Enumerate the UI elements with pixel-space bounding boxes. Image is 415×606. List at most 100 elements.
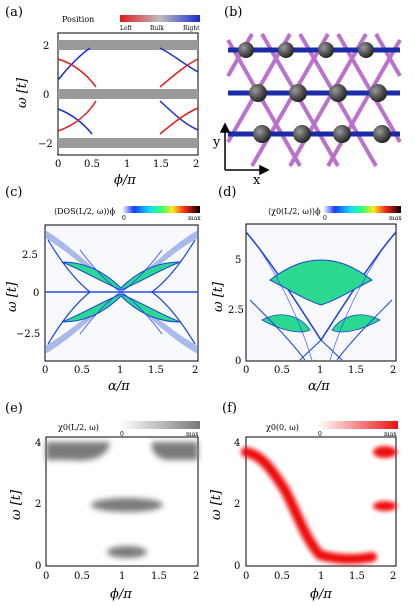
panel-e-title: χ0(L/2, ω) xyxy=(58,423,99,432)
ytick: 0 xyxy=(234,561,240,572)
position-colorbar xyxy=(120,15,200,22)
panel-f-frame xyxy=(245,436,397,567)
ytick: 4 xyxy=(234,438,240,449)
ytick: 4 xyxy=(35,438,41,449)
panel-a: (a) Position Left Bulk Right 2 0 −2 0 0.… xyxy=(5,5,200,188)
cbar-max: max xyxy=(188,215,201,222)
xtick: 1 xyxy=(119,571,125,582)
xtick: 1.5 xyxy=(148,365,164,376)
cbar-max: max xyxy=(186,431,199,438)
xtick: 0.5 xyxy=(84,159,100,170)
panel-b: (b) xyxy=(212,5,402,188)
legend-bulk: Bulk xyxy=(150,25,164,32)
axis-y-label: y xyxy=(212,135,221,150)
xtick: 0 xyxy=(243,571,249,582)
panel-e: (e) χ0(L/2, ω) 0 max 4 2 0 0 0.5 1 1.5 2… xyxy=(5,401,200,602)
ytick: 0 xyxy=(33,288,39,299)
y-axis-label: ω [t] xyxy=(211,281,226,312)
xtick: 0 xyxy=(243,365,249,376)
edge-state-right xyxy=(57,108,93,135)
ytick: −2.5 xyxy=(16,329,40,340)
xtick: 1.5 xyxy=(151,571,167,582)
axis-x-label: x xyxy=(253,173,261,188)
gray-colorbar xyxy=(120,421,200,429)
xtick: 2 xyxy=(390,571,396,582)
xtick: 2 xyxy=(193,571,199,582)
ytick: 2.5 xyxy=(228,305,244,316)
panel-d-label: (d) xyxy=(218,185,236,200)
x-axis-label: α/π xyxy=(308,379,330,394)
x-axis-label: ϕ/π xyxy=(114,173,136,188)
red-spectral-features xyxy=(241,446,397,565)
cbar-min: 0 xyxy=(120,431,124,438)
ytick: 2 xyxy=(35,499,41,510)
legend-right: Right xyxy=(183,25,200,32)
ytick: 0 xyxy=(35,561,41,572)
cbar-min: 0 xyxy=(323,215,327,222)
ytick: 2 xyxy=(234,499,240,510)
ytick: 2.5 xyxy=(22,250,38,261)
legend-left: Left xyxy=(120,25,133,32)
bulk-band-bottom xyxy=(58,138,198,148)
legend-title: Position xyxy=(62,15,94,24)
panel-f-title: χ0(0, ω) xyxy=(266,423,299,432)
jet-colorbar xyxy=(122,206,200,213)
chi-spectrum xyxy=(245,231,397,361)
butterfly-spectrum xyxy=(45,230,198,354)
xtick: 0.5 xyxy=(74,365,90,376)
cbar-max: max xyxy=(389,215,402,222)
xtick: 0 xyxy=(55,159,61,170)
panel-a-label: (a) xyxy=(5,5,23,20)
ytick: 0 xyxy=(235,356,241,367)
xtick: 1.5 xyxy=(153,159,169,170)
axes-arrows xyxy=(219,122,270,176)
xtick: 1.5 xyxy=(349,571,365,582)
panel-c-title: ⟨DOS(L/2, ω)⟩ϕ xyxy=(54,207,116,216)
edge-state-left xyxy=(159,107,199,135)
xtick: 0.5 xyxy=(74,571,90,582)
edge-state-right xyxy=(159,47,199,73)
cbar-max: max xyxy=(384,431,397,438)
red-colorbar xyxy=(318,421,398,429)
xtick: 1.5 xyxy=(348,365,364,376)
xtick: 2 xyxy=(390,365,396,376)
edge-state-left xyxy=(159,58,199,88)
ytick: 5 xyxy=(235,255,241,266)
xtick: 0 xyxy=(42,365,48,376)
edge-state-left xyxy=(57,58,97,88)
panel-f-label: (f) xyxy=(222,401,237,416)
xtick: 1 xyxy=(117,365,123,376)
xtick: 2 xyxy=(193,159,199,170)
jet-colorbar xyxy=(323,206,401,213)
ytick: −2 xyxy=(38,139,53,150)
panel-e-label: (e) xyxy=(5,401,23,416)
xtick: 2 xyxy=(192,365,198,376)
panel-d-title: ⟨χ0(L/2, ω)⟩ϕ xyxy=(268,207,321,216)
edge-state-left xyxy=(57,100,97,132)
edge-state-right xyxy=(57,47,91,81)
bulk-band-mid xyxy=(58,89,198,99)
x-axis-label: ϕ/π xyxy=(110,587,132,602)
panel-d: (d) ⟨χ0(L/2, ω)⟩ϕ 0 max 5 2.5 0 0 0.5 1 … xyxy=(211,185,402,394)
xtick: 0.5 xyxy=(274,571,290,582)
y-axis-label: ω [t] xyxy=(15,77,30,108)
y-axis-label: ω [t] xyxy=(5,281,20,312)
xtick: 1 xyxy=(318,571,324,582)
y-axis-label: ω [t] xyxy=(9,489,24,520)
xtick: 1 xyxy=(124,159,130,170)
cbar-min: 0 xyxy=(122,215,126,222)
panel-c-label: (c) xyxy=(5,185,22,200)
lattice-illustration xyxy=(226,32,402,167)
edge-state-right xyxy=(159,100,199,131)
xtick: 0 xyxy=(43,571,49,582)
x-axis-label: α/π xyxy=(108,379,130,394)
x-axis-label: ϕ/π xyxy=(310,587,332,602)
ytick: 2 xyxy=(43,41,49,52)
panel-c: (c) ⟨DOS(L/2, ω)⟩ϕ 0 max 2.5 0 −2.5 0 0.… xyxy=(5,185,201,394)
xtick: 1 xyxy=(317,365,323,376)
bulk-band-top xyxy=(58,40,198,50)
cbar-min: 0 xyxy=(318,431,322,438)
panel-f: (f) χ0(0, ω) 0 max 4 2 0 0 0.5 1 1.5 2 ϕ… xyxy=(209,401,398,602)
xtick: 0.5 xyxy=(274,365,290,376)
